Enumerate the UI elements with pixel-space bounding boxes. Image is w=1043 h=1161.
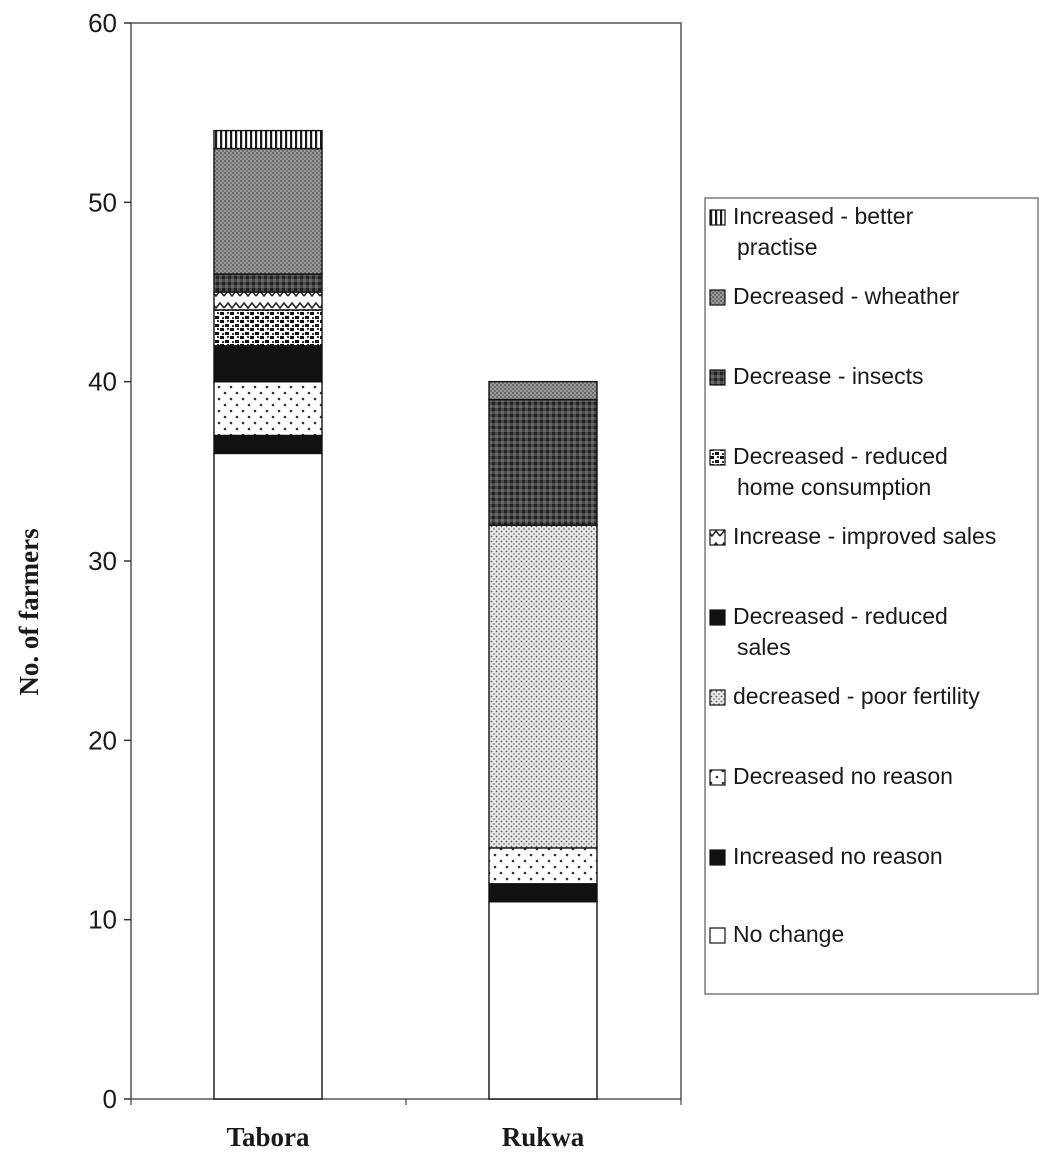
legend-label: Decreased - wheather bbox=[733, 283, 960, 309]
x-category-label: Rukwa bbox=[502, 1122, 585, 1152]
legend-label: home consumption bbox=[737, 474, 931, 500]
legend-label: Increase - improved sales bbox=[733, 523, 996, 549]
bar-segment-rukwa-7 bbox=[488, 398, 598, 526]
legend-label: Increased - better bbox=[733, 203, 914, 229]
legend-swatch bbox=[709, 529, 726, 546]
legend-swatch bbox=[709, 369, 726, 386]
y-tick-label: 40 bbox=[88, 367, 117, 397]
y-axis: 0 10 20 30 40 50 60 bbox=[88, 8, 131, 1114]
bar-segment-rukwa-1 bbox=[488, 883, 598, 903]
y-tick-label: 50 bbox=[88, 187, 117, 217]
legend-label: Decreased no reason bbox=[733, 763, 953, 789]
legend-label: Decrease - insects bbox=[733, 363, 923, 389]
y-tick-label: 20 bbox=[88, 725, 117, 755]
legend-label: Decreased - reduced bbox=[733, 443, 948, 469]
bar-segment-tabora-2 bbox=[213, 380, 323, 437]
legend-label: sales bbox=[737, 634, 791, 660]
legend-swatch bbox=[709, 849, 726, 866]
legend-swatch bbox=[709, 449, 726, 466]
bar-segment-tabora-9 bbox=[213, 129, 323, 150]
y-tick-label: 30 bbox=[88, 546, 117, 576]
bar-segment-rukwa-2 bbox=[488, 847, 598, 885]
bar-segment-rukwa-0 bbox=[488, 901, 598, 1100]
y-tick-label: 10 bbox=[88, 905, 117, 935]
legend-label: Increased no reason bbox=[733, 843, 943, 869]
bar-segment-rukwa-8 bbox=[488, 380, 598, 401]
legend-swatch bbox=[709, 927, 726, 944]
legend-swatch bbox=[709, 209, 726, 226]
legend-label: No change bbox=[733, 921, 844, 947]
legend-swatch bbox=[709, 609, 726, 626]
bar-segment-rukwa-3 bbox=[488, 524, 598, 849]
legend-swatch bbox=[709, 689, 726, 706]
bar-segment-tabora-0 bbox=[213, 452, 323, 1100]
bar-segment-tabora-6 bbox=[213, 291, 323, 311]
legend-swatch bbox=[709, 769, 726, 786]
legend-label: practise bbox=[737, 234, 818, 260]
legend-label: Decreased - reduced bbox=[733, 603, 948, 629]
y-tick-label: 0 bbox=[103, 1084, 117, 1114]
bar-segment-tabora-7 bbox=[213, 273, 323, 293]
bar-segment-tabora-1 bbox=[213, 434, 323, 455]
x-axis: Tabora Rukwa bbox=[130, 1099, 682, 1152]
y-tick-label: 60 bbox=[88, 8, 117, 38]
bar-segment-tabora-8 bbox=[213, 147, 323, 275]
bars bbox=[213, 129, 598, 1100]
bar-segment-tabora-4 bbox=[213, 345, 323, 383]
legend-label: decreased - poor fertility bbox=[733, 683, 980, 709]
x-category-label: Tabora bbox=[226, 1122, 310, 1152]
legend-box bbox=[704, 197, 1039, 995]
legend: Increased - better practise Decreased - wh… bbox=[704, 197, 1039, 995]
legend-swatch bbox=[709, 289, 726, 306]
bar-segment-tabora-5 bbox=[213, 309, 323, 347]
y-axis-title: No. of farmers bbox=[14, 528, 44, 695]
